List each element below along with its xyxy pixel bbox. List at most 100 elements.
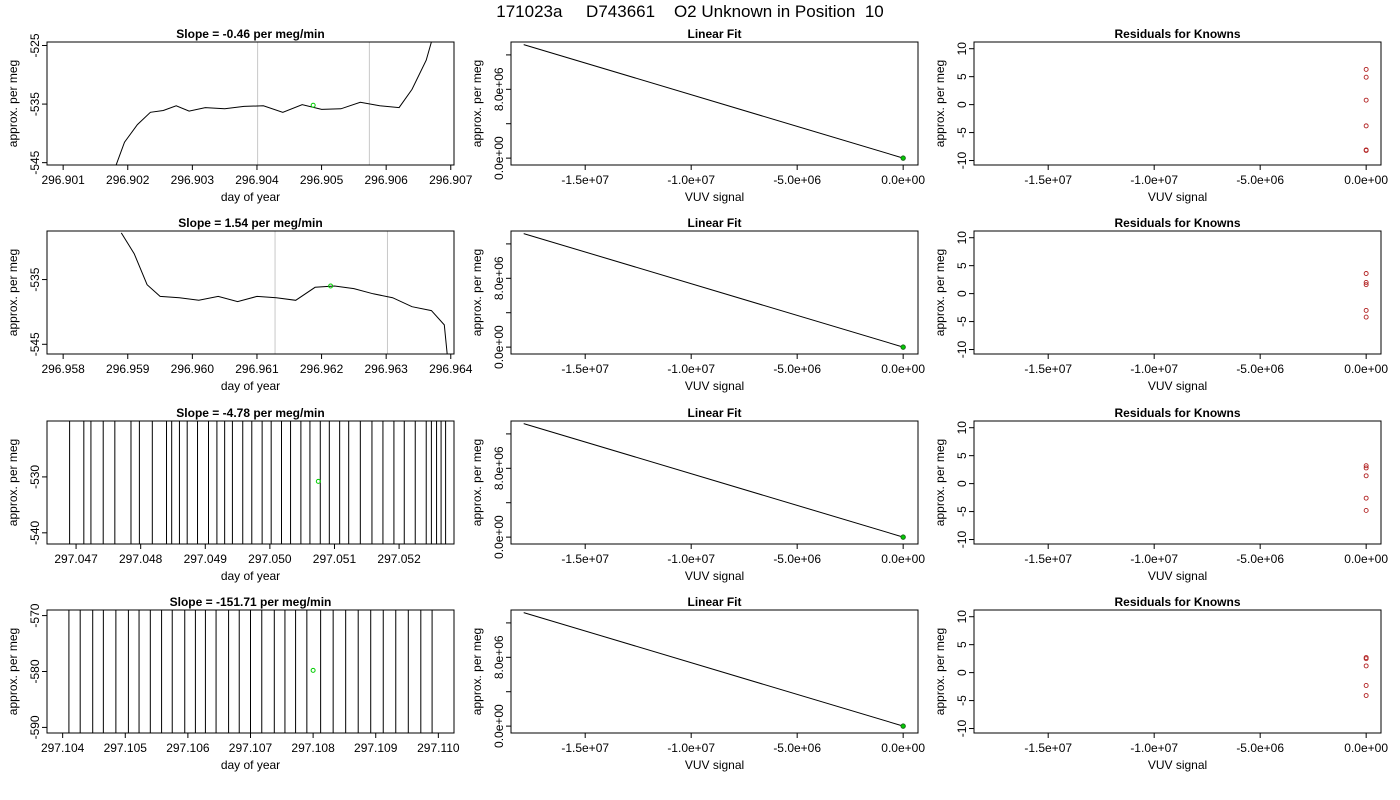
plot-area: [1363, 66, 1369, 153]
y-tick-label: -580: [28, 659, 42, 683]
x-tick-label: 296.907: [429, 173, 473, 187]
y-tick-label: -545: [28, 332, 42, 356]
y-axis-label: approx. per meg: [6, 249, 20, 336]
x-tick-label: -5.0e+06: [1236, 552, 1284, 566]
residual-point: [1363, 279, 1369, 285]
x-axis-label: VUV signal: [685, 379, 744, 393]
x-tick-label: 296.964: [429, 362, 473, 376]
x-tick-label: -1.5e+07: [561, 741, 609, 755]
x-tick-label: 296.959: [106, 362, 150, 376]
residual-point: [1363, 693, 1369, 698]
y-tick-label: 10: [955, 231, 969, 245]
y-axis-label: approx. per meg: [470, 60, 484, 147]
y-tick-label: -535: [28, 92, 42, 116]
x-tick-label: 296.960: [171, 362, 215, 376]
residual-point: [1363, 282, 1369, 288]
y-axis-label: approx. per meg: [470, 249, 484, 336]
y-tick-label: -10: [955, 720, 969, 738]
x-tick-label: 297.052: [377, 552, 421, 566]
marker-point: [900, 155, 906, 161]
y-tick-label: -570: [28, 603, 42, 627]
x-tick-label: -1.0e+07: [1130, 552, 1178, 566]
plot-frame: [46, 230, 455, 355]
plot-area: [1363, 271, 1369, 320]
x-axis-label: VUV signal: [685, 758, 744, 772]
x-tick-label: 297.106: [166, 741, 210, 755]
y-tick-label: -525: [28, 33, 42, 57]
panel-res3: Residuals for Knowns -1.5e+07 -1.0e+07 -5.0…: [933, 406, 1388, 583]
x-tick-label: 297.050: [248, 552, 292, 566]
x-tick-label: -1.5e+07: [1024, 552, 1072, 566]
y-tick-label: 8.0e+06: [492, 446, 506, 490]
series-line: [523, 233, 904, 348]
residual-point: [1363, 463, 1369, 469]
y-tick-label: -10: [955, 341, 969, 359]
x-tick-label: 0.0e+00: [881, 552, 925, 566]
panel-fit3: Linear Fit -1.5e+07 -1.0e+07 -5.0e+06 0.0e+0…: [470, 406, 925, 583]
series-line: [120, 232, 448, 354]
panel-title: Slope = 1.54 per meg/min: [178, 216, 322, 230]
y-tick-label: -540: [28, 520, 42, 544]
marker-point: [315, 478, 321, 484]
y-tick-label: 8.0e+06: [492, 256, 506, 300]
y-tick-label: 0.0e+00: [492, 704, 506, 748]
marker-point: [900, 723, 906, 729]
plot-frame: [973, 41, 1382, 166]
marker-point: [310, 102, 316, 108]
plot-area: [523, 612, 906, 729]
panel-title: Slope = -151.71 per meg/min: [170, 595, 332, 609]
x-tick-label: -5.0e+06: [773, 173, 821, 187]
x-tick-label: 296.903: [171, 173, 215, 187]
plot-frame: [510, 609, 919, 734]
panel-res2: Residuals for Knowns -1.5e+07 -1.0e+07 -5.0…: [933, 216, 1388, 393]
y-tick-label: 10: [955, 421, 969, 435]
panel-title: Residuals for Knowns: [1114, 595, 1240, 609]
plot-area: [69, 421, 447, 544]
residual-point: [1363, 307, 1369, 313]
x-tick-label: -5.0e+06: [773, 552, 821, 566]
panel-title: Residuals for Knowns: [1114, 27, 1240, 41]
plot-frame: [973, 230, 1382, 355]
y-tick-label: 5: [955, 262, 969, 269]
residual-point: [1363, 66, 1369, 72]
series-line: [523, 44, 904, 159]
y-axis-label: approx. per meg: [6, 60, 20, 147]
x-tick-label: 0.0e+00: [1344, 552, 1388, 566]
residual-point: [1363, 74, 1369, 80]
panel-title: Linear Fit: [687, 27, 741, 41]
y-tick-label: -545: [28, 150, 42, 174]
y-tick-label: 0: [955, 480, 969, 487]
x-axis-label: day of year: [221, 569, 280, 583]
y-tick-label: 5: [955, 73, 969, 80]
plot-area: [120, 231, 448, 354]
x-tick-label: 297.109: [354, 741, 398, 755]
x-tick-label: -1.5e+07: [1024, 741, 1072, 755]
x-axis-label: VUV signal: [1148, 569, 1207, 583]
y-tick-label: 8.0e+06: [492, 67, 506, 111]
y-tick-label: 5: [955, 452, 969, 459]
plot-area: [115, 42, 432, 165]
residual-point: [1363, 663, 1369, 669]
x-tick-label: -1.0e+07: [667, 552, 715, 566]
x-tick-label: -1.5e+07: [1024, 362, 1072, 376]
y-axis-label: approx. per meg: [6, 439, 20, 526]
residual-point: [1363, 656, 1369, 662]
y-axis-label: approx. per meg: [6, 628, 20, 715]
x-tick-label: 297.110: [417, 741, 460, 755]
plot-area: [523, 233, 906, 350]
panel-res1: Residuals for Knowns -1.5e+07 -1.0e+07 -5.0…: [933, 27, 1388, 204]
x-tick-label: -1.0e+07: [667, 741, 715, 755]
x-tick-label: 297.108: [291, 741, 335, 755]
plot-frame: [510, 230, 919, 355]
y-tick-label: -5: [955, 695, 969, 706]
x-tick-label: -1.5e+07: [561, 362, 609, 376]
panel-fit1: Linear Fit -1.5e+07 -1.0e+07 -5.0e+06 0.0e+0…: [470, 27, 925, 204]
plot-frame: [973, 420, 1382, 545]
residual-point: [1363, 495, 1369, 501]
y-axis-label: approx. per meg: [933, 60, 947, 147]
plot-area: [523, 44, 906, 161]
x-tick-label: 297.051: [313, 552, 357, 566]
x-tick-label: 297.049: [184, 552, 228, 566]
y-tick-label: 0.0e+00: [492, 515, 506, 559]
